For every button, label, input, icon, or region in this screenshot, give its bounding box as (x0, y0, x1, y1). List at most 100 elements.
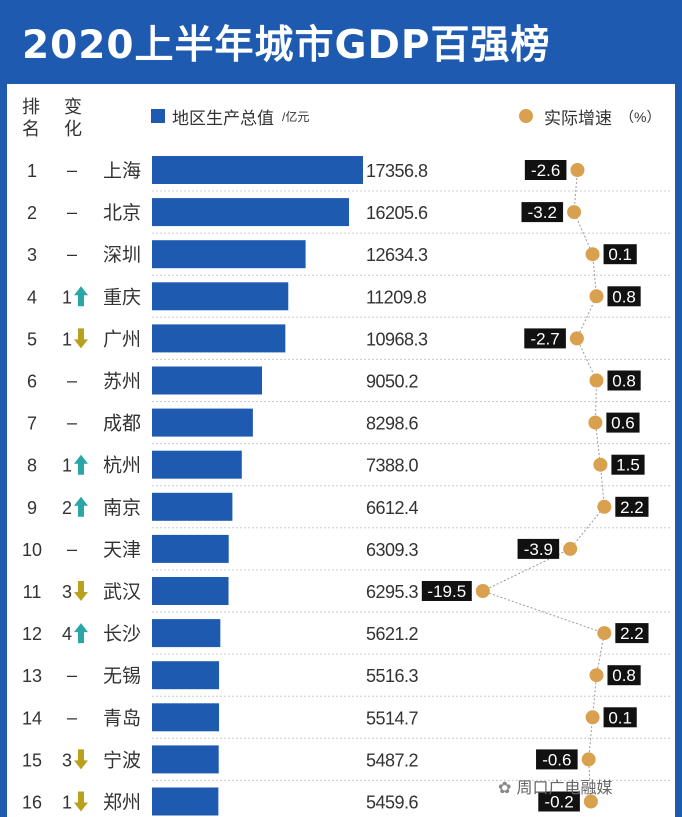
gdp-value-label: 9050.2 (366, 372, 419, 392)
category-label: 宁波 (103, 749, 141, 771)
category-label: 郑州 (103, 792, 141, 814)
growth-value-label: -19.5 (427, 582, 466, 601)
legend-dot-label: 实际增速 (544, 109, 612, 128)
gdp-value-label: 6309.3 (366, 540, 419, 560)
gdp-bar (152, 450, 242, 479)
rank-label: 7 (27, 414, 37, 434)
change-header: 变化 (64, 97, 82, 139)
growth-dot (589, 668, 604, 683)
growth-value-label: -2.7 (530, 329, 559, 348)
change-none-label: – (67, 413, 77, 433)
change-num-label: 3 (62, 750, 72, 770)
growth-value-label: -3.2 (528, 203, 557, 222)
growth-label-bg (611, 454, 645, 475)
category-label: 杭州 (103, 455, 141, 477)
growth-dot (563, 541, 578, 556)
rank-label: 14 (22, 708, 42, 728)
change-num-label: 1 (62, 329, 72, 349)
title-bar: 2020上半年城市GDP百强榜 (0, 0, 682, 84)
gdp-bar (152, 534, 229, 563)
rank-label: 12 (22, 624, 42, 644)
change-num-label: 1 (62, 793, 72, 813)
change-none-label: – (67, 707, 77, 727)
gdp-value-label: 16205.6 (366, 203, 428, 223)
watermark-text: 周口广电融媒 (516, 778, 613, 797)
gdp-bar (152, 282, 289, 311)
gdp-bar (152, 745, 219, 774)
growth-label-bg (607, 370, 641, 391)
rank-header: 排名 (22, 97, 40, 139)
gdp-value-label: 5621.2 (366, 624, 419, 644)
legend-bar-unit: /亿元 (282, 110, 310, 124)
change-num-label: 1 (62, 287, 72, 307)
growth-dot (585, 247, 600, 262)
growth-line (481, 169, 605, 802)
rank-label: 11 (23, 582, 42, 602)
legend-bar-swatch (151, 109, 165, 123)
growth-value-label: 0.1 (608, 245, 632, 264)
category-label: 武汉 (103, 581, 141, 603)
gdp-value-label: 5514.7 (366, 708, 419, 728)
category-label: 北京 (103, 202, 141, 224)
growth-dot (569, 331, 584, 346)
growth-dot (589, 373, 604, 388)
gdp-value-label: 7388.0 (366, 456, 419, 476)
arrow-up-icon (74, 286, 88, 307)
change-num-label: 2 (62, 498, 72, 518)
growth-dot (597, 499, 612, 514)
growth-value-label: 2.2 (620, 624, 644, 643)
arrow-down-icon (74, 328, 88, 349)
rank-label: 10 (22, 540, 42, 560)
rank-label: 5 (27, 329, 37, 349)
category-label: 南京 (103, 497, 141, 519)
growth-label-bg (536, 749, 578, 770)
gdp-bar (152, 661, 220, 690)
change-none-label: – (67, 202, 77, 222)
rank-label: 15 (22, 750, 42, 770)
growth-value-label: 0.8 (612, 287, 636, 306)
growth-dot (570, 163, 585, 177)
gdp-value-label: 11209.8 (366, 287, 427, 307)
legend-dot-unit: （%） (620, 109, 661, 125)
growth-label-bg (606, 412, 640, 433)
rank-label: 4 (27, 287, 37, 307)
growth-dot (585, 710, 600, 725)
growth-label-bg (607, 286, 641, 307)
category-label: 长沙 (103, 623, 141, 645)
growth-dot (475, 584, 490, 598)
arrow-up-icon (74, 623, 88, 644)
gdp-value-label: 10968.3 (366, 329, 428, 349)
arrow-down-icon (74, 791, 88, 812)
arrow-up-icon (74, 496, 88, 517)
growth-label-bg (603, 707, 637, 728)
gdp-value-label: 12634.3 (366, 245, 428, 265)
rank-label: 8 (27, 456, 37, 476)
gdp-value-label: 6612.4 (366, 498, 419, 518)
gdp-bar (152, 324, 286, 353)
gdp-value-label: 8298.6 (366, 414, 419, 434)
growth-value-label: 2.2 (620, 498, 644, 517)
arrow-down-icon (74, 581, 88, 601)
gdp-bar (152, 787, 219, 816)
growth-value-label: 0.1 (608, 708, 632, 727)
growth-value-label: 1.5 (616, 456, 640, 475)
rank-label: 13 (22, 666, 42, 686)
arrow-down-icon (74, 749, 88, 770)
growth-label-bg (517, 538, 560, 559)
gdp-bar (152, 240, 306, 269)
growth-value-label: 0.8 (612, 666, 636, 685)
growth-label-bg (524, 328, 566, 349)
gdp-bar (152, 366, 263, 395)
rank-label: 3 (27, 245, 37, 265)
change-none-label: – (67, 160, 77, 180)
gdp-bar (152, 619, 221, 648)
growth-dot (583, 794, 598, 809)
growth-label-bg (607, 665, 641, 686)
change-num-label: 3 (62, 582, 72, 602)
category-label: 青岛 (103, 707, 141, 729)
rank-label: 2 (27, 203, 37, 223)
rank-label: 16 (22, 793, 42, 813)
gdp-bar (152, 156, 363, 184)
category-label: 深圳 (103, 244, 141, 266)
